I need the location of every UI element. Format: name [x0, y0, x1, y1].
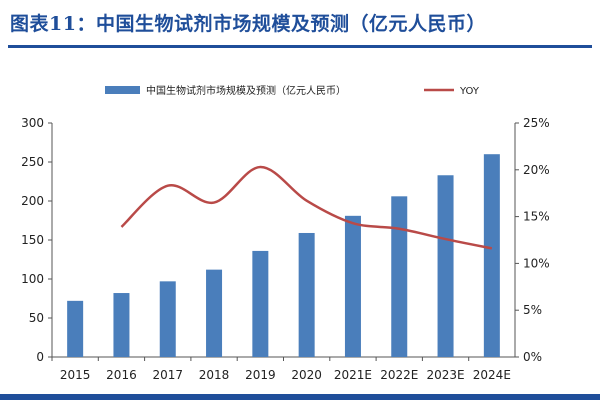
legend-bar-label: 中国生物试剂市场规模及预测（亿元人民币） [146, 84, 346, 97]
bar [344, 215, 361, 357]
bar [483, 154, 500, 357]
x-tick-label: 2020 [291, 368, 322, 382]
bar [437, 175, 454, 357]
x-tick-label: 2018 [199, 368, 230, 382]
footer-rule [0, 394, 600, 400]
bar [206, 269, 223, 357]
left-tick-label: 150 [21, 233, 44, 247]
right-tick-label: 0% [523, 350, 542, 364]
x-tick-label: 2017 [152, 368, 183, 382]
x-tick-label: 2015 [60, 368, 91, 382]
left-tick-label: 100 [21, 272, 44, 286]
left-tick-label: 50 [29, 311, 44, 325]
right-tick-label: 10% [523, 256, 550, 270]
bar [391, 196, 408, 357]
bar [298, 232, 315, 357]
left-tick-label: 250 [21, 155, 44, 169]
left-tick-label: 300 [21, 116, 44, 130]
x-tick-label: 2021E [334, 368, 372, 382]
bar [113, 293, 130, 357]
right-tick-label: 5% [523, 303, 542, 317]
bar [67, 300, 84, 357]
right-tick-label: 25% [523, 116, 550, 130]
bar [252, 250, 269, 357]
right-tick-label: 20% [523, 163, 550, 177]
legend-line-label: YOY [459, 86, 480, 97]
right-tick-label: 15% [523, 210, 550, 224]
x-tick-label: 2024E [473, 368, 511, 382]
legend-bar-swatch [105, 86, 140, 94]
left-tick-label: 200 [21, 194, 44, 208]
x-tick-label: 2022E [380, 368, 418, 382]
x-tick-label: 2019 [245, 368, 276, 382]
x-tick-label: 2023E [426, 368, 464, 382]
title-underline [8, 45, 592, 48]
yoy-line [120, 165, 493, 250]
x-tick-label: 2016 [106, 368, 137, 382]
chart-title: 图表11：中国生物试剂市场规模及预测（亿元人民币） [10, 13, 486, 35]
report-header: 图表11：中国生物试剂市场规模及预测（亿元人民币） [0, 0, 600, 50]
bar [159, 281, 176, 357]
left-tick-label: 0 [36, 350, 44, 364]
